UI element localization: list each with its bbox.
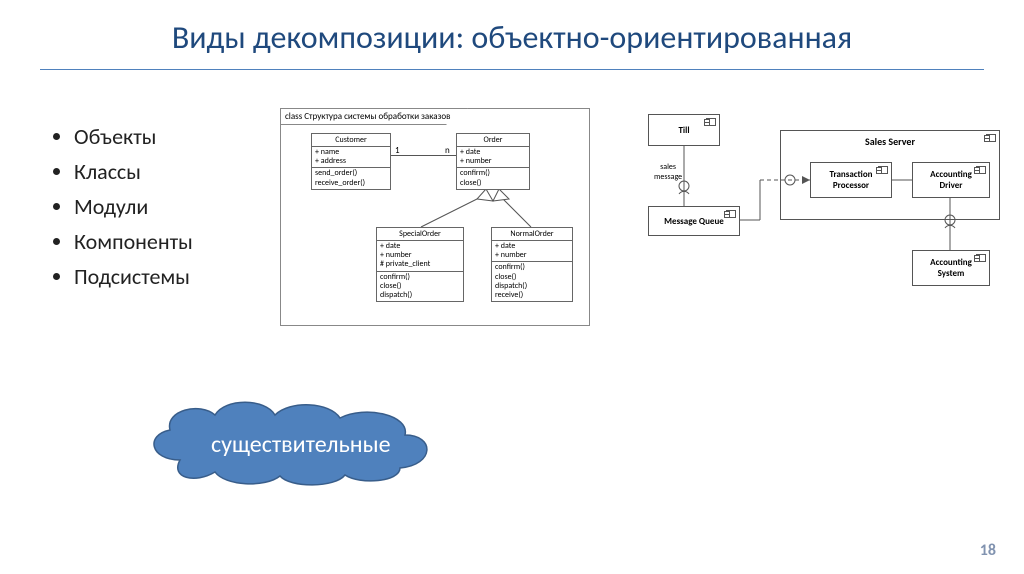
uml-class-diagram: class Структура системы обработки заказо… [280,108,590,326]
list-item: Объекты [74,123,193,150]
page-number: 18 [980,541,996,560]
uml-class-special: SpecialOrder+ date+ number# private_clie… [376,227,464,302]
page-title: Виды декомпозиции: объектно-ориентирован… [0,0,1024,57]
component-icon [976,166,986,174]
uml-multiplicity-left: 1 [395,145,400,156]
list-item: Компоненты [74,228,193,255]
uml-class-customer: Customer+ name+ addresssend_order()recei… [311,133,391,190]
component-ad: Accounting Driver [912,162,990,198]
component-icon [878,166,888,174]
list-item: Подсистемы [74,263,193,290]
component-icon [976,254,986,262]
cloud-callout: существительные [130,390,450,490]
component-mq: Message Queue [648,206,740,236]
component-icon [726,210,736,218]
uml-class-order: Order+ date+ numberconfirm()close() [456,133,530,190]
title-underline [40,69,984,70]
component-tp: Transaction Processor [810,162,892,198]
uml-frame-label: class Структура системы обработки заказо… [280,108,468,125]
bullet-list: Объекты Классы Модули Компоненты Подсист… [60,115,193,298]
sales-message-label: sales message [654,162,682,182]
sales-server-label: Sales Server [781,135,999,148]
list-item: Модули [74,193,193,220]
component-icon [986,134,996,142]
component-icon [706,118,716,126]
cloud-label: существительные [211,430,391,459]
list-item: Классы [74,158,193,185]
component-till: Till [648,114,720,146]
uml-class-normal: NormalOrder+ date+ numberconfirm()close(… [491,227,573,302]
component-diagram: Sales Server Till Message Queue Transactio… [640,110,1000,310]
uml-multiplicity-right: n [445,145,450,156]
component-as: Accounting System [912,250,990,286]
